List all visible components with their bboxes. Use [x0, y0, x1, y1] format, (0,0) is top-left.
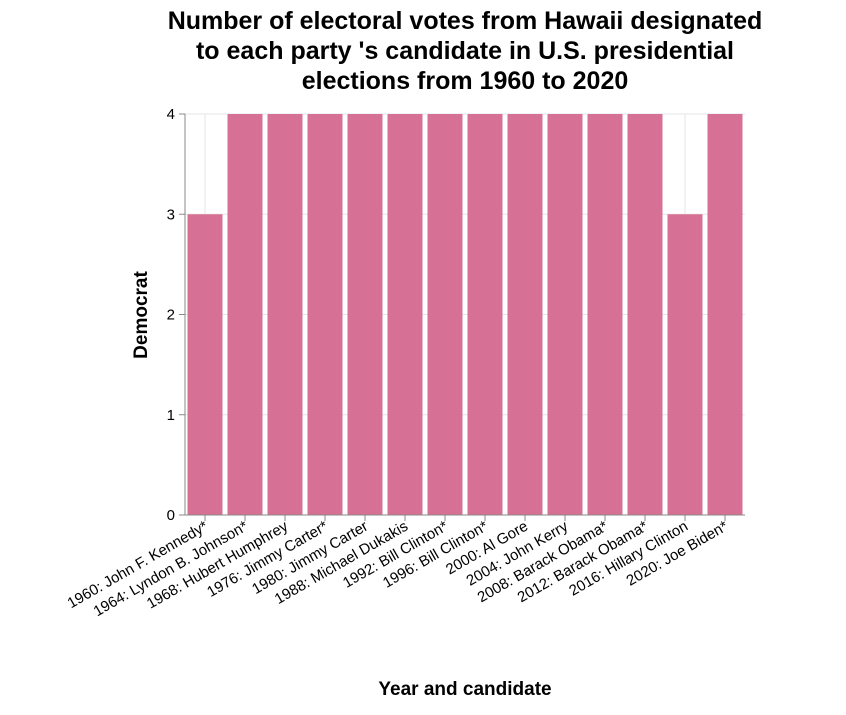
chart-title: Number of electoral votes from Hawaii de… — [168, 7, 763, 95]
y-tick-label: 4 — [167, 106, 175, 123]
bar — [307, 114, 343, 515]
bar — [187, 214, 223, 515]
bar — [467, 114, 503, 515]
bar — [347, 114, 383, 515]
bar — [587, 114, 623, 515]
bar — [227, 114, 263, 515]
bars — [187, 114, 743, 515]
x-axis: 1960: John F. Kennedy*1964: Lyndon B. Jo… — [65, 514, 745, 620]
y-axis: 0 1 2 3 4 — [167, 106, 186, 524]
bar — [507, 114, 543, 515]
y-tick-label: 2 — [167, 307, 175, 324]
bar — [707, 114, 743, 515]
x-axis-title: Year and candidate — [378, 679, 551, 700]
bar — [547, 114, 583, 515]
y-axis-title: Democrat — [131, 271, 152, 359]
bar — [627, 114, 663, 515]
bar — [387, 114, 423, 515]
bar — [267, 114, 303, 515]
y-tick-label: 3 — [167, 206, 175, 223]
y-tick-label: 1 — [167, 407, 175, 424]
y-tick-label: 0 — [167, 507, 175, 524]
chart-title-line-3: elections from 1960 to 2020 — [302, 67, 629, 95]
chart-title-line-1: Number of electoral votes from Hawaii de… — [168, 7, 763, 35]
bar — [427, 114, 463, 515]
chart-title-line-2: to each party 's candidate in U.S. presi… — [196, 37, 734, 65]
bar — [667, 214, 703, 515]
